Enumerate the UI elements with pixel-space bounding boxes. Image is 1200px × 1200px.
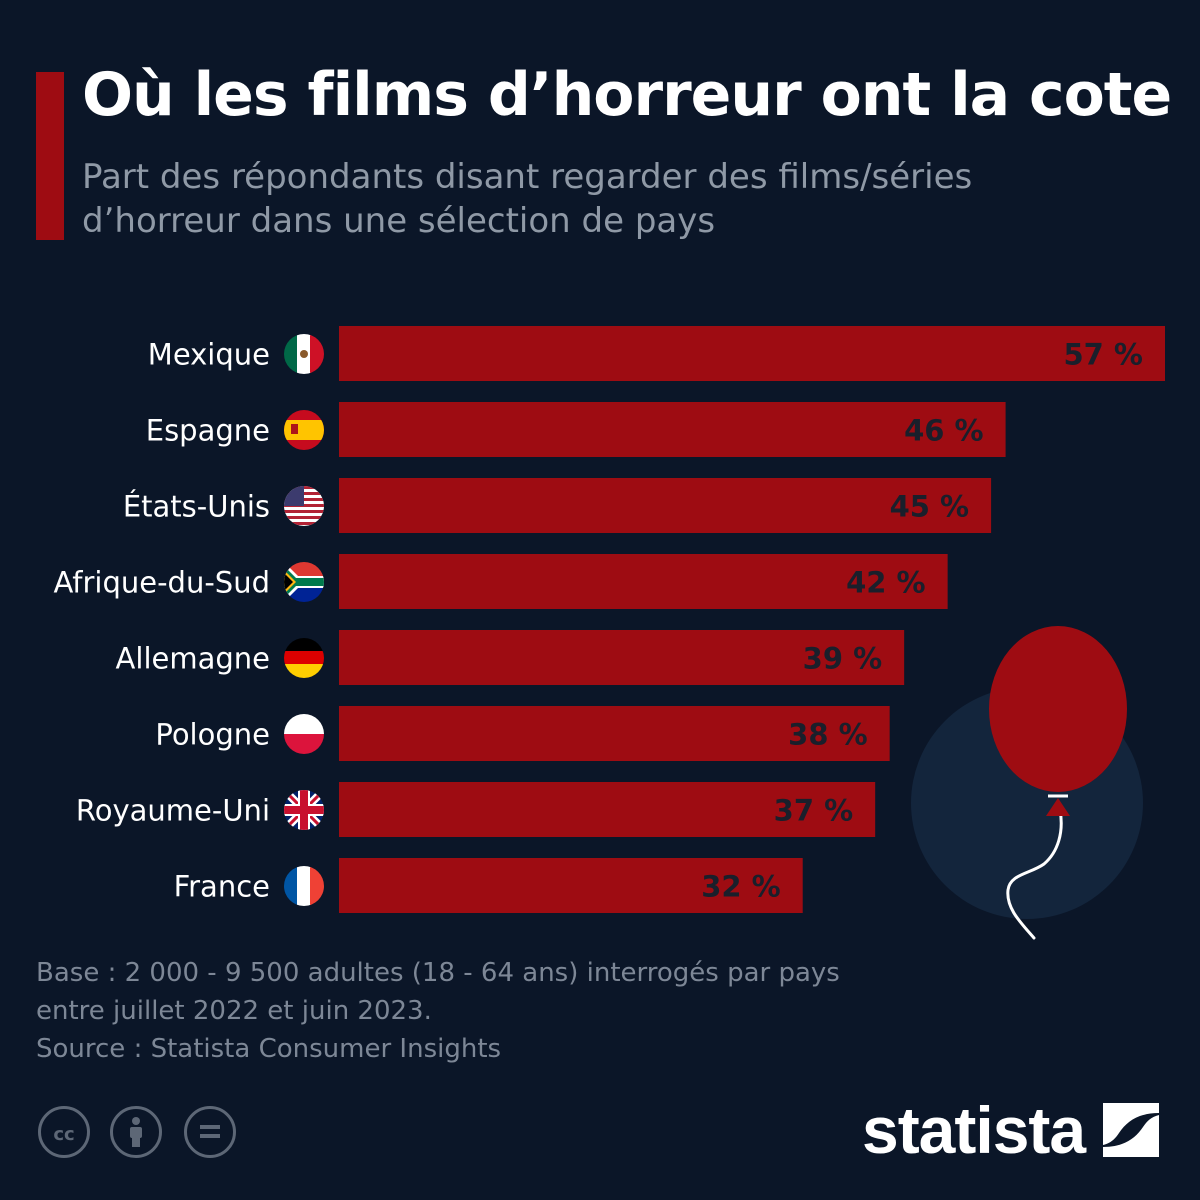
bar [339,478,992,533]
value-label: 39 % [803,642,883,676]
footnote: Base : 2 000 - 9 500 adultes (18 - 64 an… [36,958,840,1026]
statista-logo[interactable]: statista [862,1092,1163,1168]
balloon-knot [1046,798,1070,816]
statista-logo-icon [1103,1103,1160,1157]
bar [339,706,890,761]
mexico-flag-icon [284,334,324,374]
brand-name: statista [862,1093,1086,1167]
category-label: Pologne [155,718,270,752]
source-note: Source : Statista Consumer Insights [36,1034,502,1064]
category-label: Afrique-du-Sud [53,566,270,600]
bar [339,630,905,685]
value-label: 46 % [904,414,984,448]
category-label: France [174,870,270,904]
south-africa-flag-icon [284,562,324,602]
germany-flag-icon [284,638,324,678]
value-label: 32 % [701,870,781,904]
balloon-shape [989,626,1127,792]
balloon-illustration [911,626,1143,940]
bar [339,858,803,913]
bar [339,326,1165,381]
chart-subtitle: Part des répondants disant regarder des … [82,157,973,241]
cc-icon[interactable]: cc [38,1106,90,1158]
category-label: Mexique [148,338,270,372]
bar [339,402,1006,457]
bar [339,782,876,837]
france-flag-icon [284,866,324,906]
value-label: 37 % [774,794,854,828]
value-label: 42 % [846,566,926,600]
bar-chart: Mexique 57 % Espagne 46 % États-Unis 45 % Afri… [53,326,1165,940]
bar [339,554,948,609]
category-label: Allemagne [116,642,270,676]
attribution-icon[interactable] [110,1106,162,1158]
category-label: États-Unis [123,490,270,524]
svg-text:cc: cc [53,1124,74,1145]
balloon-string [1006,808,1063,940]
bars-layer: Mexique 57 % Espagne 46 % États-Unis 45 % Afri… [53,326,1165,913]
spain-flag-icon [284,410,324,450]
usa-flag-icon [284,486,324,526]
value-label: 38 % [788,718,868,752]
category-label: Royaume-Uni [76,794,270,828]
value-label: 57 % [1063,338,1143,372]
no-derivatives-icon[interactable] [184,1106,236,1158]
poland-flag-icon [284,714,324,754]
category-label: Espagne [146,414,270,448]
value-label: 45 % [890,490,970,524]
chart-title: Où les films d’horreur ont la cote [82,60,1172,130]
title-accent-bar [36,72,64,240]
uk-flag-icon [284,790,324,830]
